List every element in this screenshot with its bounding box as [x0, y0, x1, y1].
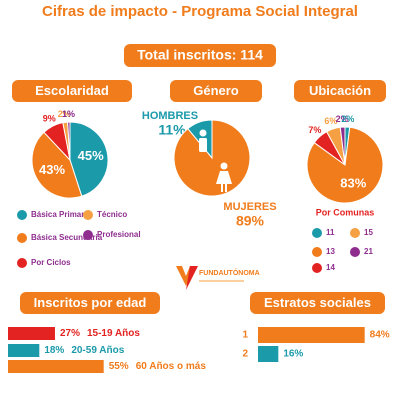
section-title: Inscritos por edad: [34, 295, 147, 310]
legend-swatch: [83, 230, 93, 240]
category-label: 15-19 Años: [87, 328, 140, 339]
logo-mark: [186, 266, 198, 290]
category-label: 60 Años o más: [136, 361, 207, 372]
category-label: MUJERES: [223, 201, 276, 213]
value-label: 27%: [60, 328, 80, 339]
category-label: 2: [242, 349, 248, 360]
legend-swatch: [350, 228, 360, 238]
legend-swatch: [17, 233, 27, 243]
legend-swatch: [312, 247, 322, 257]
legend-swatch: [17, 210, 27, 220]
section-header: [170, 80, 262, 102]
category-label: 1: [242, 330, 248, 341]
legend-label: 21: [364, 247, 373, 256]
legend-label: Por Ciclos: [31, 258, 71, 267]
logo-text: FUNDAUTÓNOMA: [199, 268, 260, 277]
value-label: 84%: [370, 330, 390, 341]
female-icon: [216, 171, 232, 192]
category-label: 20-59 Años: [71, 345, 124, 356]
logo: FUNDAUTÓNOMA: [176, 266, 260, 290]
legend-label: Técnico: [97, 210, 127, 219]
legend-label: Profesional: [97, 230, 141, 239]
section-title: Estratos sociales: [264, 295, 371, 310]
value-label: 89%: [236, 213, 265, 229]
value-label: 2%: [336, 114, 349, 124]
value-label: 43%: [39, 162, 65, 177]
page-title: Cifras de impacto - Programa Social Inte…: [42, 3, 358, 20]
male-icon: [199, 129, 207, 137]
section-title: Escolaridad: [35, 83, 109, 98]
legend-label: 11: [326, 228, 335, 237]
section-header: [294, 80, 386, 102]
category-label: HOMBRES: [142, 110, 198, 122]
bar: [258, 327, 365, 343]
pie-slice: [173, 119, 251, 197]
legend-label: Básica Secundaria: [31, 233, 103, 242]
legend-swatch: [17, 258, 27, 268]
value-label: 11%: [158, 122, 186, 138]
value-label: 18%: [44, 345, 64, 356]
legend-label: Básica Primaria: [31, 210, 92, 219]
legend-label: 13: [326, 247, 335, 256]
bar: [258, 346, 279, 362]
bar: [8, 344, 40, 357]
legend-swatch: [350, 247, 360, 257]
legend-label: 14: [326, 263, 335, 272]
pie-slice: [69, 121, 109, 197]
pie-slice: [306, 126, 384, 204]
legend-swatch: [83, 210, 93, 220]
value-label: 1%: [62, 109, 75, 119]
section-title: Género: [193, 83, 239, 98]
section-header: [250, 292, 385, 314]
pie-slice: [31, 131, 83, 199]
value-label: 6%: [324, 116, 337, 126]
female-icon: [220, 162, 228, 170]
legend-swatch: [312, 228, 322, 238]
value-label: 9%: [43, 114, 56, 124]
value-label: 2%: [58, 109, 71, 119]
value-label: 83%: [340, 176, 366, 191]
section-header: [20, 292, 160, 314]
total-box: [124, 44, 276, 67]
pie-slice: [67, 121, 71, 161]
legend-label: 15: [364, 228, 373, 237]
value-label: 45%: [78, 148, 104, 163]
value-label: 2%: [341, 114, 354, 124]
legend-title: Por Comunas: [316, 207, 375, 217]
bar: [8, 327, 55, 340]
legend-swatch: [312, 263, 322, 273]
bar: [8, 360, 104, 373]
male-icon: [199, 138, 207, 152]
section-title: Ubicación: [309, 83, 371, 98]
value-label: 7%: [308, 125, 321, 135]
value-label: 55%: [109, 361, 129, 372]
value-label: 16%: [283, 349, 303, 360]
section-header: [12, 80, 132, 102]
total-text: Total inscritos: 114: [137, 47, 263, 63]
